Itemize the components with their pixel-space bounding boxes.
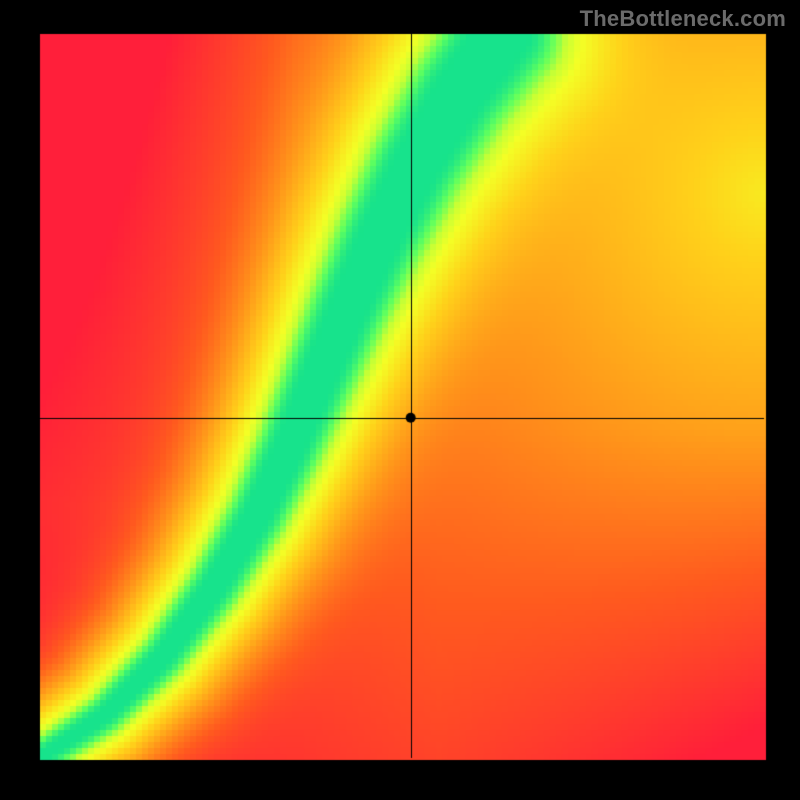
chart-container: TheBottleneck.com [0, 0, 800, 800]
watermark-text: TheBottleneck.com [580, 6, 786, 32]
bottleneck-heatmap [0, 0, 800, 800]
